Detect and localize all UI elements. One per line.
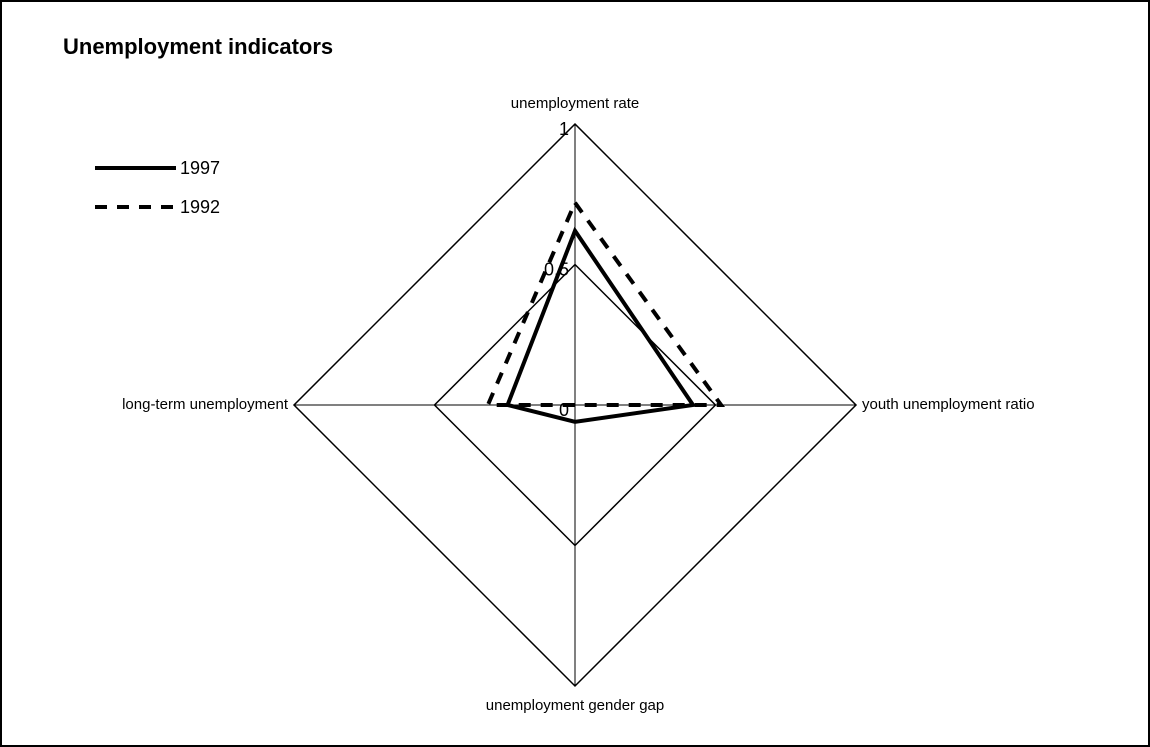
chart-title: Unemployment indicators (63, 34, 333, 59)
category-label: long-term unemployment (122, 396, 289, 413)
legend-label: 1997 (180, 158, 220, 178)
category-label: unemployment rate (511, 95, 639, 112)
series-line (504, 226, 697, 424)
category-label: youth unemployment ratio (862, 396, 1035, 413)
grid-ring (292, 122, 858, 688)
grid-ring (433, 263, 717, 547)
category-label: unemployment gender gap (486, 697, 664, 714)
r-tick-label: 0 (559, 400, 569, 420)
r-tick-label: 1 (559, 119, 569, 139)
series-line (484, 198, 726, 407)
legend-label: 1992 (180, 197, 220, 217)
